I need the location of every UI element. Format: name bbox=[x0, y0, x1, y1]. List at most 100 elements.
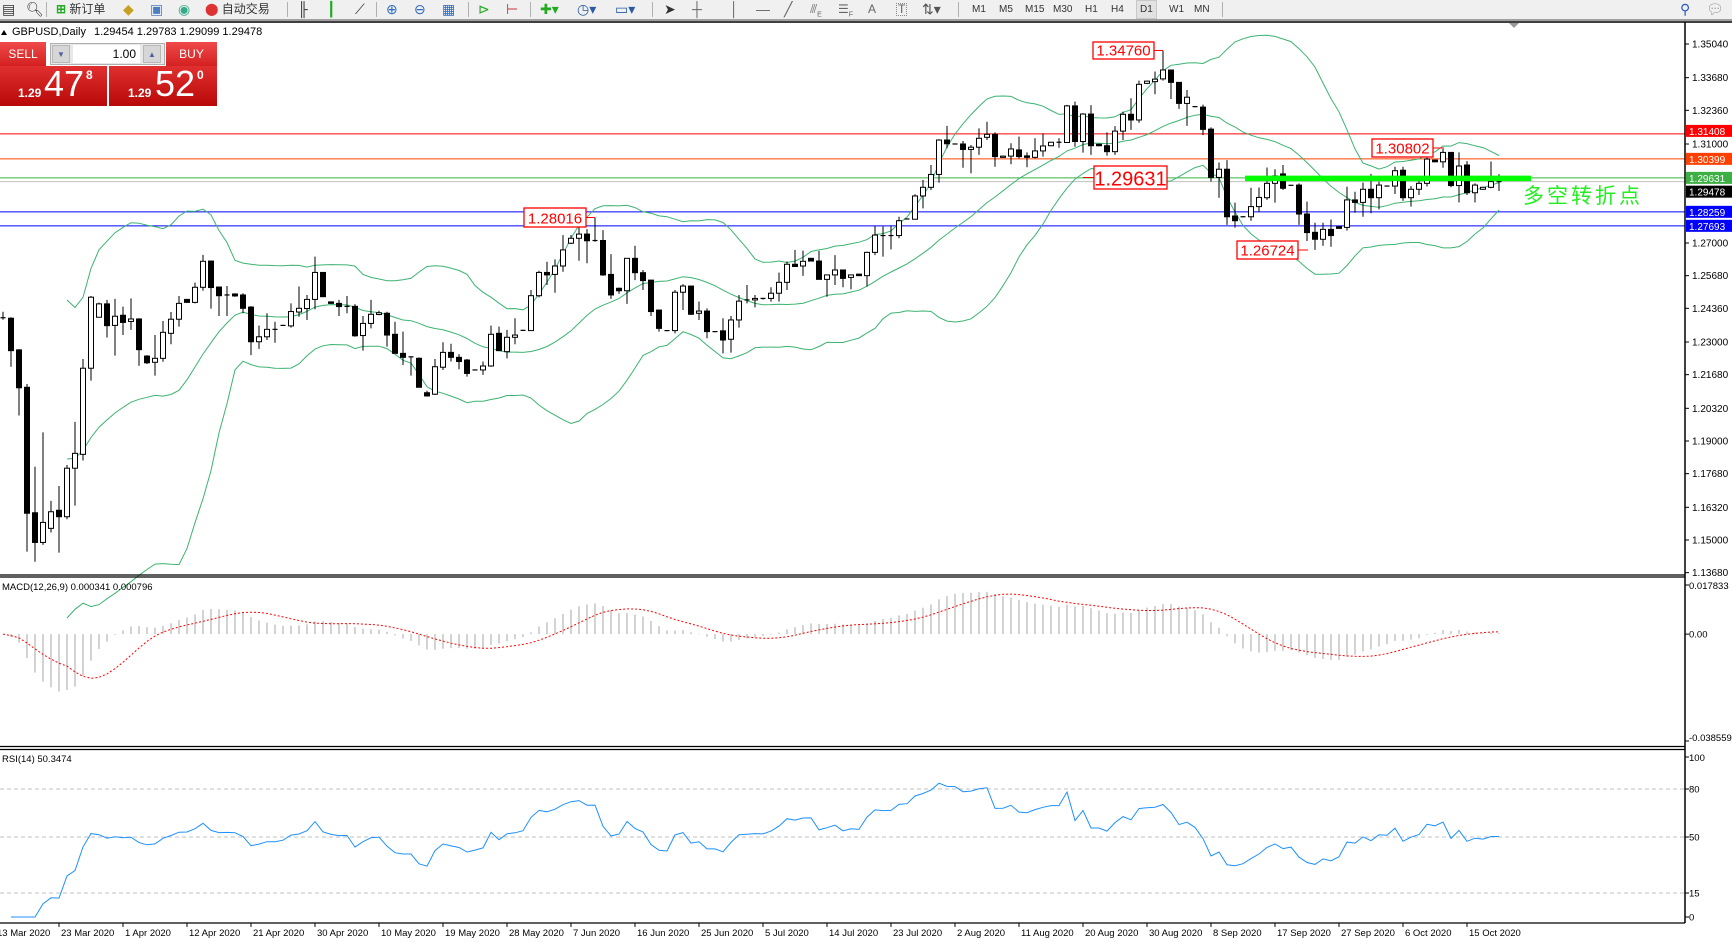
chart-shift-icon[interactable]: ⊳ bbox=[478, 1, 490, 17]
new-chart-icon[interactable]: ▤ bbox=[2, 1, 16, 17]
candle bbox=[880, 226, 886, 257]
candle bbox=[792, 249, 798, 267]
candle bbox=[1048, 141, 1054, 147]
collapse-triangle-icon[interactable] bbox=[1, 30, 7, 35]
tile-windows-icon[interactable]: ▦ bbox=[442, 1, 456, 17]
vertical-line-icon[interactable]: │ bbox=[730, 1, 739, 17]
candle bbox=[456, 354, 462, 370]
candle bbox=[864, 251, 870, 287]
candle bbox=[64, 464, 70, 520]
trendline-icon[interactable]: ╱ bbox=[784, 1, 793, 17]
symbol-label: GBPUSD,Daily bbox=[12, 26, 86, 38]
candle bbox=[344, 295, 350, 314]
candle bbox=[488, 325, 494, 367]
candle bbox=[848, 274, 854, 290]
candle bbox=[968, 144, 974, 174]
timeframe-m15[interactable]: M15 bbox=[1025, 4, 1045, 15]
lot-size-stepper[interactable]: ▼ 1.00 ▲ bbox=[50, 43, 165, 65]
lot-increase-icon[interactable]: ▲ bbox=[143, 45, 161, 63]
metaeditor-icon[interactable]: ◆ bbox=[123, 1, 134, 17]
candle-bull-body bbox=[920, 186, 926, 197]
buy-price[interactable]: 1.29 52 0 bbox=[109, 63, 217, 106]
search-icon[interactable]: ⚲ bbox=[1680, 1, 1691, 17]
cursor-icon[interactable]: ➤ bbox=[664, 1, 676, 17]
timeframe-h1[interactable]: H1 bbox=[1085, 4, 1098, 15]
candle-bear-body bbox=[424, 392, 430, 397]
navigator-icon[interactable]: ▣ bbox=[150, 1, 164, 17]
buy-price-fraction: 0 bbox=[197, 68, 204, 82]
time-axis-label: 25 Jun 2020 bbox=[701, 928, 753, 939]
candle bbox=[128, 298, 134, 330]
candle-bull-body bbox=[928, 173, 934, 188]
sell-price[interactable]: 1.29 47 8 bbox=[0, 63, 107, 106]
candle bbox=[920, 179, 926, 209]
indicators-icon[interactable]: ✚▾ bbox=[540, 1, 559, 17]
buy-button[interactable]: BUY bbox=[166, 42, 217, 67]
time-axis-label: 30 Aug 2020 bbox=[1149, 928, 1202, 939]
candle-bear-body bbox=[632, 257, 638, 274]
bar-chart-icon[interactable]: ╟ bbox=[298, 1, 308, 17]
sell-button[interactable]: SELL bbox=[0, 42, 46, 67]
timeframe-w1[interactable]: W1 bbox=[1169, 4, 1184, 15]
horizontal-line-icon[interactable]: — bbox=[756, 1, 770, 17]
text-label-icon[interactable]: T bbox=[896, 2, 908, 16]
time-axis-label: 23 Jul 2020 bbox=[893, 928, 942, 939]
candle-bull-body bbox=[752, 297, 758, 301]
candle-bull-body bbox=[1488, 181, 1494, 188]
timeframe-h4[interactable]: H4 bbox=[1111, 4, 1124, 15]
candle bbox=[1000, 155, 1006, 158]
price-pane[interactable] bbox=[0, 34, 1685, 619]
candle bbox=[256, 325, 262, 349]
candle bbox=[224, 286, 230, 316]
timeframe-d1[interactable]: D1 bbox=[1136, 0, 1157, 19]
rsi-pane[interactable] bbox=[0, 782, 1685, 918]
autoscroll-icon[interactable]: ⊢ bbox=[506, 1, 519, 17]
chat-icon[interactable]: 💬︎ bbox=[1706, 1, 1724, 17]
macd-pane[interactable] bbox=[2, 591, 1500, 692]
chart-header: GBPUSD,Daily 1.29454 1.29783 1.29099 1.29… bbox=[12, 26, 262, 38]
timeframe-m30[interactable]: M30 bbox=[1053, 4, 1073, 15]
auto-trading-button[interactable]: ⬤ 自动交易 bbox=[205, 1, 270, 18]
candle bbox=[480, 361, 486, 375]
candle-bull-body bbox=[376, 312, 382, 316]
magnifier-icon[interactable]: 🔍︎ bbox=[26, 1, 44, 17]
timeframe-mn[interactable]: MN bbox=[1194, 4, 1210, 15]
zoom-in-icon[interactable]: ⊕ bbox=[386, 1, 398, 17]
pivot-annotation-text[interactable]: 多空转折点 bbox=[1523, 185, 1643, 208]
candle bbox=[1128, 98, 1134, 130]
templates-icon[interactable]: ▭▾ bbox=[615, 1, 636, 17]
periods-icon[interactable]: ◷▾ bbox=[577, 1, 597, 17]
candle-bear-body bbox=[384, 312, 390, 336]
arrows-icon[interactable]: ⇅▾ bbox=[922, 1, 941, 17]
price-badge-text: 1.28259 bbox=[1689, 208, 1726, 219]
timeframe-m1[interactable]: M1 bbox=[972, 4, 986, 15]
candle-bull-body bbox=[480, 365, 486, 371]
candle bbox=[504, 329, 510, 359]
candlestick-icon[interactable]: ┃ bbox=[327, 1, 336, 17]
text-icon[interactable]: A bbox=[868, 2, 877, 16]
candle-bull-body bbox=[776, 281, 782, 294]
line-chart-icon[interactable]: ⟋ bbox=[355, 1, 365, 17]
candle-bear-body bbox=[1104, 145, 1110, 153]
candle bbox=[784, 261, 790, 291]
zoom-out-icon[interactable]: ⊖ bbox=[414, 1, 426, 17]
candle bbox=[16, 349, 22, 416]
chart-shift-marker-icon[interactable] bbox=[1509, 23, 1519, 28]
signals-icon[interactable]: ◉ bbox=[178, 1, 191, 17]
lot-decrease-icon[interactable]: ▼ bbox=[52, 45, 70, 63]
candle bbox=[744, 285, 750, 304]
new-order-button[interactable]: ⊞ 新订单 bbox=[56, 1, 105, 18]
candle-bull-body bbox=[288, 311, 294, 327]
lot-size-input[interactable]: 1.00 bbox=[73, 45, 140, 63]
fibo-f-label: F bbox=[848, 11, 854, 19]
candle bbox=[1120, 111, 1126, 141]
fibo-expansion-icon[interactable]: ☰F bbox=[838, 2, 854, 19]
fibonacci-icon[interactable]: ⫻E bbox=[810, 2, 822, 19]
candle bbox=[936, 139, 942, 183]
candle bbox=[592, 217, 598, 242]
candle bbox=[0, 311, 6, 320]
candle bbox=[272, 321, 278, 343]
crosshair-icon[interactable]: ┼ bbox=[692, 1, 702, 17]
timeframe-m5[interactable]: M5 bbox=[999, 4, 1013, 15]
